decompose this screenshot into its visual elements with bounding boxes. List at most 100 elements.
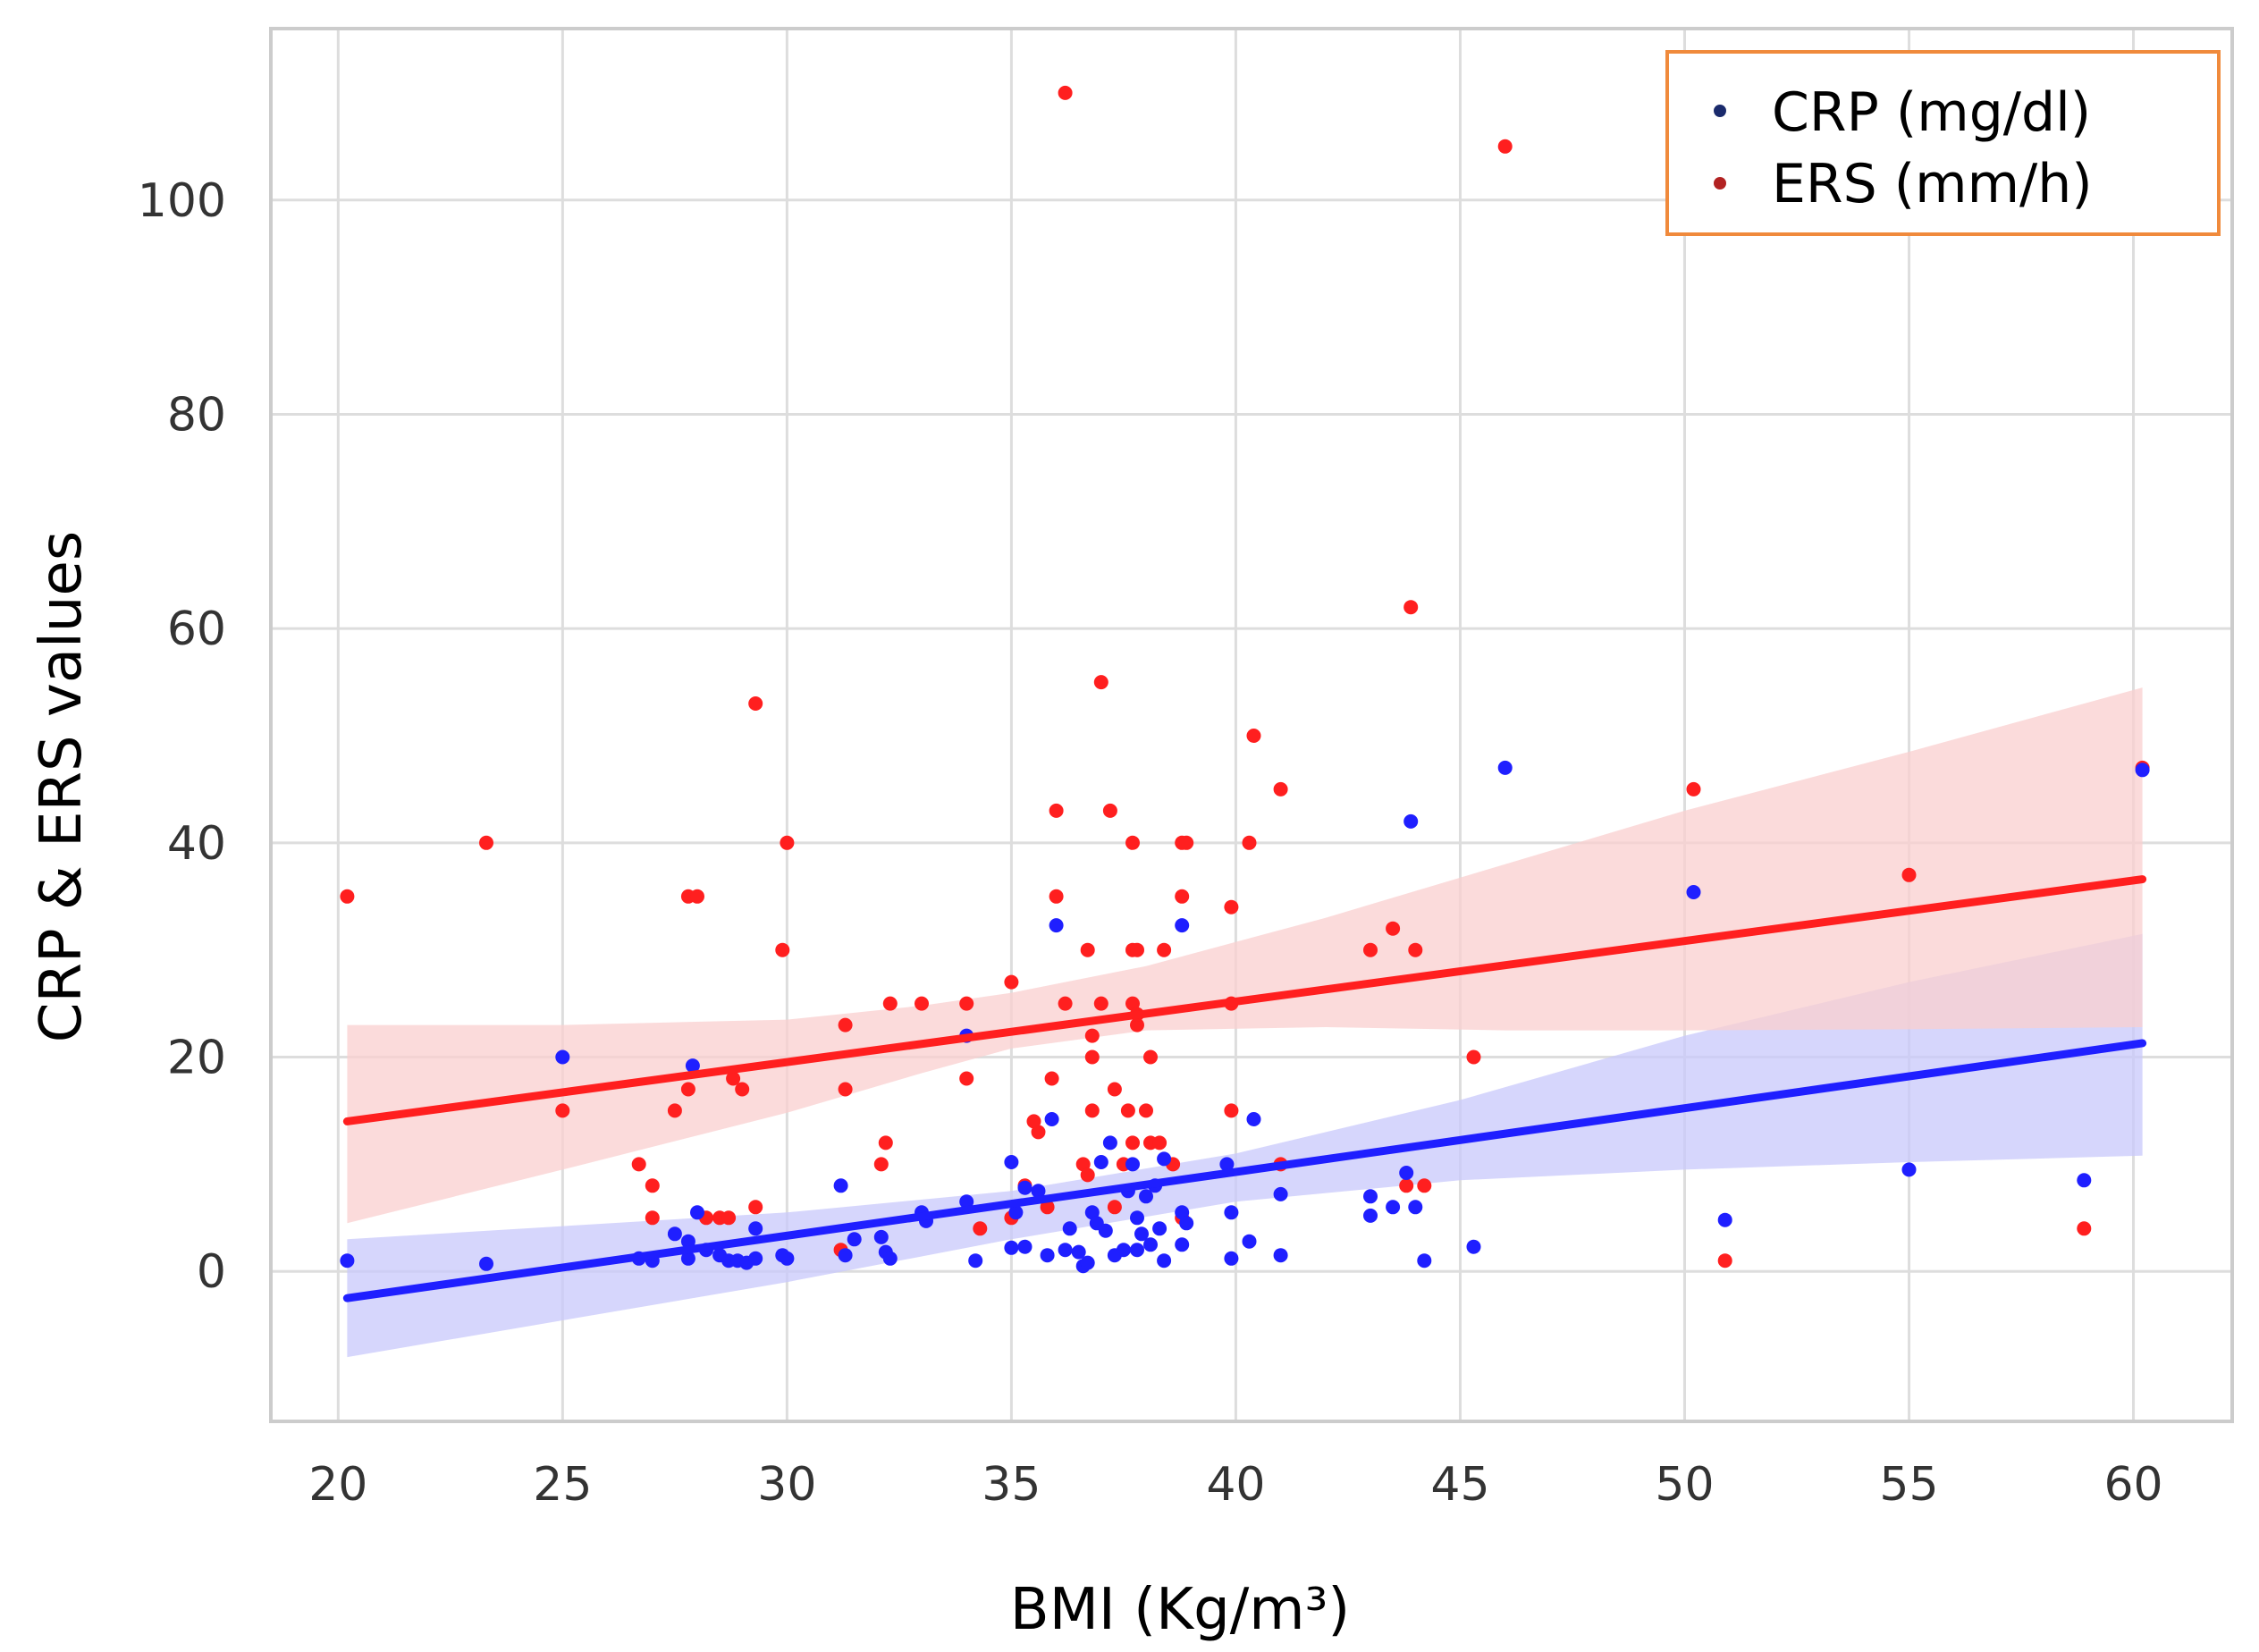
- legend-marker-crp: [1714, 105, 1726, 117]
- crp-point: [1084, 1205, 1100, 1220]
- crp-point: [1143, 1237, 1158, 1252]
- ers-point: [1107, 1082, 1122, 1097]
- crp-point: [1102, 1135, 1117, 1150]
- crp-point: [1058, 1243, 1073, 1258]
- ers-point: [959, 1071, 974, 1086]
- legend-box: [1665, 50, 2221, 236]
- ers-point: [1049, 803, 1064, 818]
- crp-point: [882, 1251, 898, 1266]
- ers-point: [1175, 889, 1190, 904]
- ers-point: [1246, 729, 1261, 743]
- ers-point: [1901, 867, 1917, 882]
- ers-point: [690, 889, 704, 904]
- ers-point: [1080, 1167, 1095, 1183]
- crp-point: [847, 1232, 862, 1247]
- ers-point: [973, 1221, 988, 1236]
- ers-point: [780, 835, 795, 850]
- x-tick-label: 35: [982, 1458, 1041, 1512]
- plot-frame: [269, 27, 2234, 1423]
- ers-point: [1120, 1103, 1135, 1118]
- ers-point: [1093, 675, 1108, 690]
- ers-point: [1107, 1200, 1122, 1215]
- ers-point: [1717, 1253, 1732, 1268]
- crp-point: [1246, 1112, 1261, 1126]
- crp-point: [959, 1194, 974, 1210]
- ers-point: [1102, 803, 1117, 818]
- x-tick-label: 20: [308, 1458, 367, 1512]
- ers-point: [1386, 921, 1401, 936]
- crp-point: [1004, 1155, 1019, 1169]
- ers-point: [1084, 1028, 1100, 1043]
- ers-point: [1125, 1135, 1140, 1150]
- x-tick-label: 55: [1879, 1458, 1938, 1512]
- crp-point: [1386, 1200, 1401, 1215]
- ers-point: [1080, 942, 1095, 957]
- ers-point: [2077, 1221, 2092, 1236]
- ers-point: [721, 1210, 737, 1226]
- crp-point: [1071, 1244, 1086, 1260]
- ers-point: [1026, 1114, 1041, 1129]
- ers-point: [1130, 1017, 1144, 1032]
- crp-point: [1403, 813, 1419, 829]
- crp-point: [1017, 1180, 1033, 1195]
- ers-point: [1399, 1178, 1414, 1193]
- crp-point: [1098, 1223, 1113, 1238]
- ers-point: [838, 1082, 853, 1097]
- ers-point: [1139, 1103, 1153, 1118]
- ers-point: [479, 835, 493, 850]
- crp-regression-line: [342, 1039, 2147, 1302]
- x-tick-label: 40: [1206, 1458, 1265, 1512]
- ers-point: [1031, 1125, 1046, 1140]
- ers-point: [1408, 942, 1423, 957]
- ers-point: [1363, 942, 1378, 957]
- ers-point: [1058, 996, 1073, 1011]
- y-tick-label: 40: [167, 817, 226, 871]
- crp-point: [1152, 1221, 1167, 1236]
- y-tick-label: 0: [197, 1245, 226, 1299]
- ers-point: [645, 1178, 660, 1193]
- ers-point: [748, 696, 763, 711]
- ers-point: [645, 1210, 660, 1226]
- crp-point: [1040, 1248, 1055, 1263]
- ers-point: [1049, 889, 1064, 904]
- crp-point: [1080, 1255, 1095, 1270]
- ers-point: [838, 1017, 853, 1032]
- ers-point: [915, 996, 929, 1011]
- ers-point: [1044, 1071, 1059, 1086]
- crp-point: [1139, 1189, 1153, 1204]
- x-tick-label: 50: [1655, 1458, 1714, 1512]
- y-axis-label: CRP & ERS values: [29, 531, 95, 1042]
- ers-point: [1152, 1135, 1167, 1150]
- ers-point: [1084, 1103, 1100, 1118]
- legend-label-ers: ERS (mm/h): [1772, 153, 2093, 215]
- ers-point: [680, 1082, 695, 1097]
- ers-point: [873, 1157, 889, 1172]
- crp-point: [1686, 885, 1701, 899]
- crp-point: [748, 1221, 763, 1236]
- crp-point: [1049, 918, 1064, 933]
- legend-label-crp: CRP (mg/dl): [1772, 81, 2091, 144]
- crp-point: [685, 1058, 700, 1074]
- ers-point: [340, 889, 355, 904]
- crp-point: [1363, 1208, 1378, 1223]
- x-tick-label: 25: [533, 1458, 592, 1512]
- legend: CRP (mg/dl) ERS (mm/h): [1665, 50, 2221, 236]
- ers-point: [882, 996, 898, 1011]
- crp-point: [1466, 1239, 1481, 1254]
- legend-marker-ers: [1714, 177, 1726, 190]
- crp-point: [1273, 1248, 1288, 1263]
- crp-point: [838, 1248, 853, 1263]
- ers-point: [1686, 781, 1701, 796]
- crp-point: [1417, 1253, 1432, 1268]
- tick-labels: 20 25 30 35 40 45 50 55 60 0 20 40 60 80 100: [138, 174, 2163, 1512]
- ers-point: [555, 1103, 570, 1118]
- crp-point: [1219, 1157, 1235, 1172]
- crp-confidence-band: [347, 933, 2143, 1358]
- ers-point: [726, 1071, 741, 1086]
- ers-point: [1403, 600, 1419, 615]
- crp-point: [968, 1253, 983, 1268]
- crp-point: [1175, 1237, 1190, 1252]
- ers-point: [1179, 835, 1194, 850]
- ers-point: [878, 1135, 893, 1150]
- crp-point: [1242, 1234, 1257, 1249]
